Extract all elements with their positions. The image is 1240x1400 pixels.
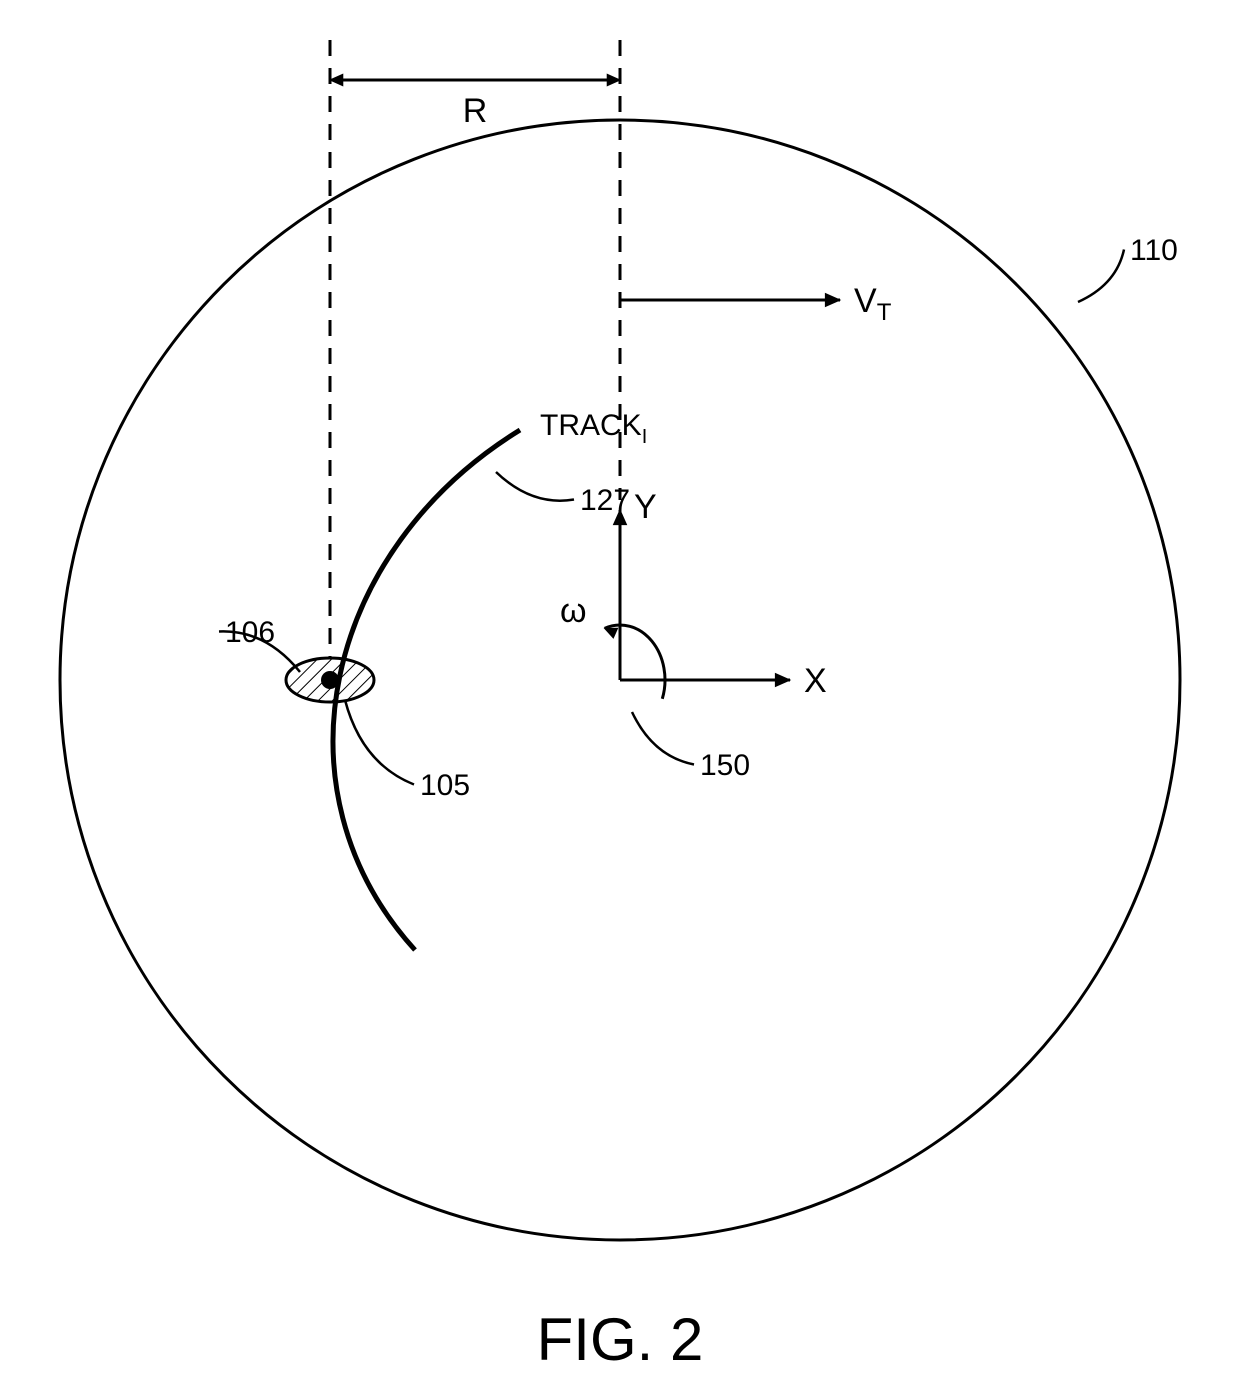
ref-127: 127	[580, 484, 630, 517]
ref-150: 150	[700, 749, 750, 782]
ref-110: 110	[1130, 234, 1178, 267]
label-R: R	[463, 92, 488, 130]
figure-caption: FIG. 2	[537, 1306, 704, 1373]
label-x-axis: X	[804, 662, 827, 700]
label-omega: ω	[560, 592, 587, 630]
ref-105: 105	[420, 769, 470, 802]
head-dot	[321, 671, 339, 689]
label-y-axis: Y	[634, 488, 657, 526]
